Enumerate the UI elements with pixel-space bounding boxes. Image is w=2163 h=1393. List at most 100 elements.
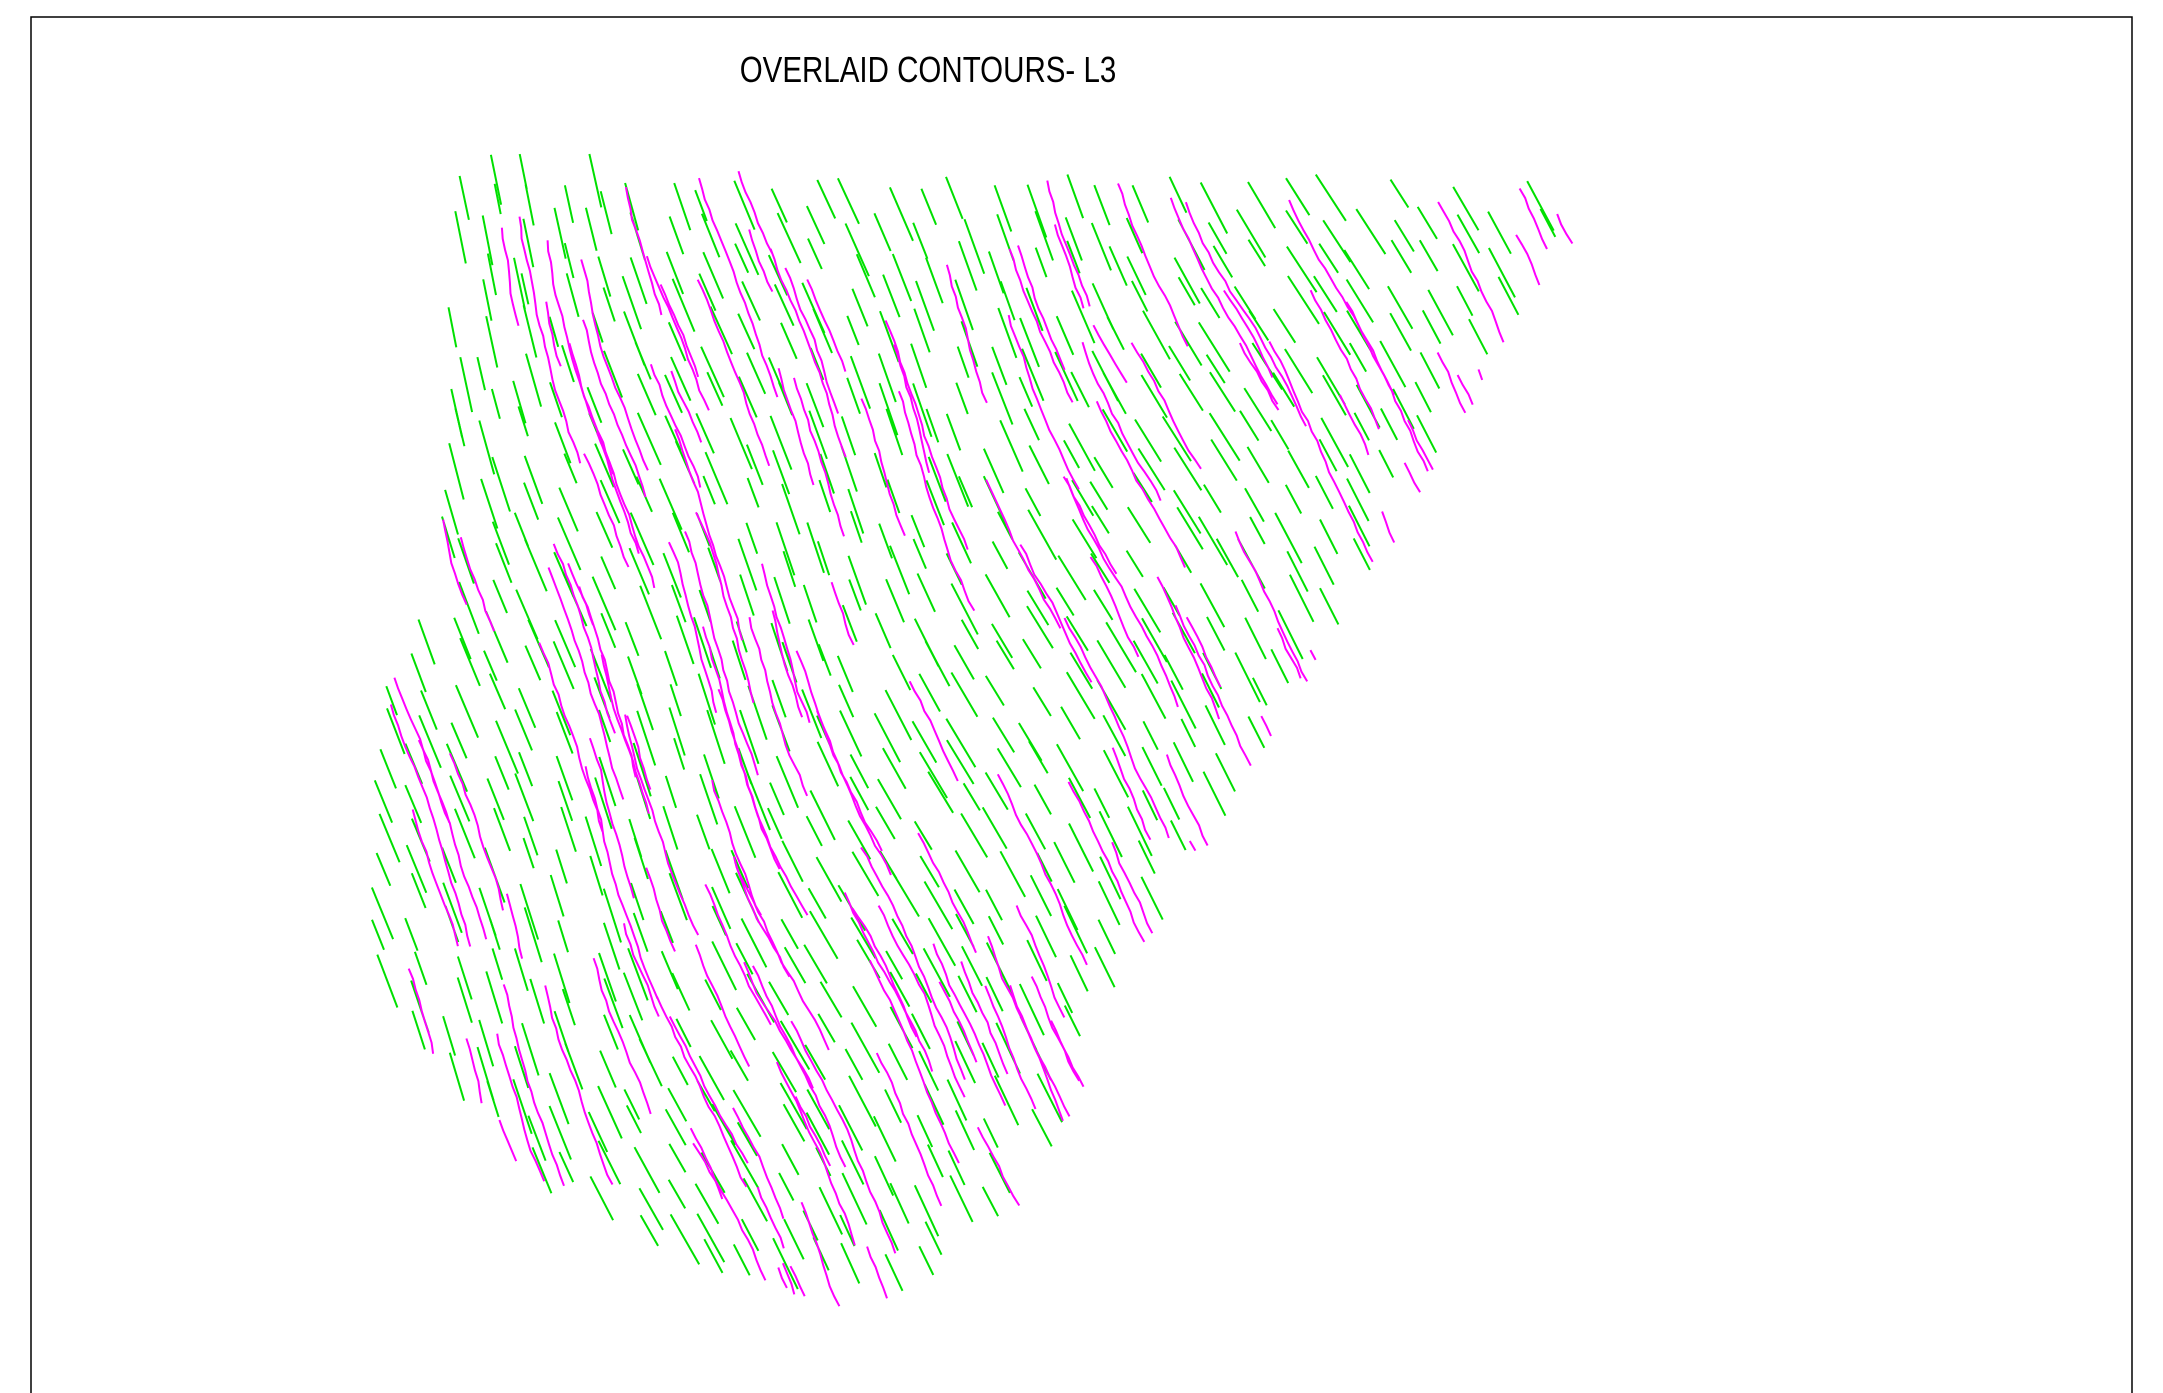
contour-green [819, 453, 835, 494]
contour-green [1163, 787, 1181, 820]
contour-green [1031, 1108, 1053, 1147]
contour-green [1093, 787, 1111, 819]
contour-green [522, 218, 535, 268]
contour-green [493, 807, 512, 852]
contour-magenta [860, 398, 906, 537]
contour-green [491, 948, 504, 980]
contour-magenta [1309, 649, 1317, 661]
contour-green [525, 353, 543, 407]
contour-green [664, 775, 678, 809]
contour-green [769, 782, 785, 816]
contour-green [739, 574, 755, 616]
contour-green [923, 1083, 945, 1126]
contour-green [915, 280, 935, 332]
contour-green [1197, 321, 1231, 373]
contour-green [1239, 410, 1260, 442]
contour-green [982, 1118, 999, 1149]
contour-green [554, 619, 577, 668]
drawing-title: OVERLAID CONTOURS- L3 [740, 49, 1117, 89]
contour-green [486, 1080, 500, 1118]
contour-green [746, 352, 767, 395]
contour-green [1126, 506, 1152, 544]
contour-magenta [789, 1265, 806, 1297]
contour-green [737, 376, 758, 418]
contour-green [520, 273, 530, 305]
contour-green [734, 222, 760, 276]
contour-green [633, 1146, 661, 1194]
contour-green [780, 322, 798, 360]
contour-green [667, 1087, 688, 1122]
contour-green [1028, 445, 1050, 485]
contour-green [1125, 550, 1144, 578]
contour-green [1018, 376, 1034, 407]
contour-green [993, 184, 1013, 232]
contour-magenta [655, 996, 748, 1188]
contour-green [1176, 506, 1204, 550]
contour-green [597, 256, 612, 297]
contour-green [873, 1155, 895, 1197]
contour-green [586, 386, 603, 424]
contour-magenta [496, 1033, 546, 1182]
contour-green [1106, 316, 1125, 351]
contour-magenta [1407, 419, 1434, 471]
contour-green [450, 722, 468, 759]
contour-magenta [567, 563, 595, 626]
contour-green [1168, 345, 1191, 382]
contour-green [1318, 438, 1338, 472]
contour-green [920, 188, 938, 226]
contour-green [561, 988, 576, 1026]
contour-green [673, 737, 686, 770]
contour-green [527, 1115, 547, 1162]
contour-green [555, 711, 574, 754]
contour-magenta [624, 714, 700, 936]
contour-magenta [748, 617, 809, 797]
contour-green [632, 912, 649, 953]
contour-green [732, 1089, 762, 1138]
contour-green [379, 748, 397, 789]
contour-green [1068, 823, 1094, 872]
contour-green [1421, 309, 1442, 345]
contour-green [670, 584, 687, 623]
contour-green [924, 1221, 943, 1256]
contour-green [636, 710, 657, 766]
contour-green [634, 342, 652, 380]
contour-magenta [960, 961, 1009, 1075]
contour-magenta [1007, 314, 1080, 490]
contour-green [669, 1213, 701, 1265]
contour-green [961, 945, 983, 987]
contour-green [1235, 209, 1267, 259]
contour-green [518, 751, 534, 787]
contour-green [806, 1089, 831, 1130]
contour-green [483, 650, 498, 682]
contour-magenta [737, 170, 773, 254]
contour-magenta [1092, 324, 1128, 384]
contour-magenta [761, 563, 811, 724]
contour-green [956, 346, 970, 379]
contour-green [1247, 716, 1266, 749]
contour-green [855, 253, 876, 298]
contour-green [991, 372, 1014, 425]
contour-magenta [752, 965, 847, 1168]
contour-green [884, 689, 913, 741]
contour-green [1137, 447, 1166, 491]
contour-green [624, 621, 640, 657]
contour-lines [370, 153, 1574, 1307]
contour-green [1142, 310, 1171, 360]
contour-green [918, 673, 941, 712]
contour-green [410, 653, 427, 693]
contour-green [599, 191, 613, 235]
contour-magenta [1276, 627, 1302, 679]
contour-green [841, 604, 858, 643]
contour-green [478, 1019, 495, 1067]
contour-green [600, 612, 617, 649]
contour-green [558, 487, 579, 532]
contour-magenta [459, 537, 496, 632]
contour-green [549, 381, 563, 418]
contour-magenta [945, 264, 988, 404]
contour-green [627, 947, 649, 1001]
contour-green [993, 1075, 1020, 1126]
contour-green [742, 1177, 768, 1222]
contour-green [836, 655, 854, 693]
contour-green [955, 382, 969, 415]
contour-green [889, 1182, 910, 1224]
